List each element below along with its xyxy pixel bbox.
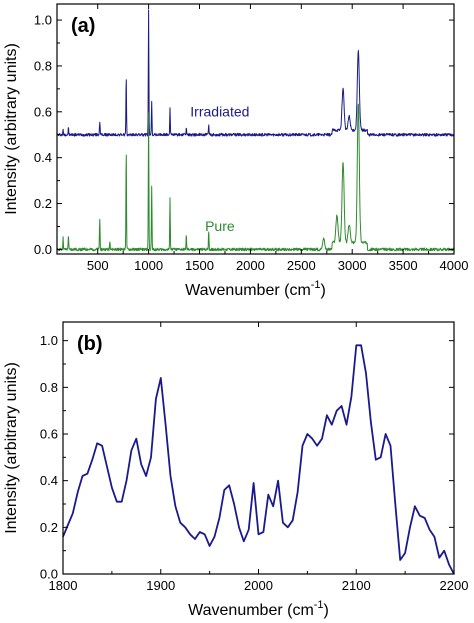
- y-tick-label-b: 0.4: [40, 473, 58, 488]
- x-tick-label-a: 500: [87, 258, 109, 273]
- y-tick-label-a: 0.2: [34, 196, 52, 211]
- x-tick-label-a: 2500: [287, 258, 316, 273]
- x-tick-label-a: 3500: [389, 258, 418, 273]
- y-axis-label-b: Intensity (arbitrary units): [3, 362, 20, 534]
- x-axis-label-a: Wavenumber (cm-1): [185, 279, 326, 299]
- y-tick-label-a: 0.0: [34, 242, 52, 257]
- panel-label-b: (b): [77, 333, 103, 355]
- x-tick-label-b: 2200: [440, 578, 469, 593]
- x-tick-label-b: 2000: [244, 578, 273, 593]
- x-tick-label-b: 1800: [49, 578, 78, 593]
- series-label-pure: Pure: [205, 218, 235, 234]
- plot-frame-a: [56, 3, 455, 255]
- x-tick-label-a: 3000: [338, 258, 367, 273]
- x-tick-label-a: 2000: [236, 258, 265, 273]
- series-line-a-2: [56, 103, 455, 252]
- y-tick-label-a: 0.6: [34, 104, 52, 119]
- x-tick-label-a: 1000: [134, 258, 163, 273]
- x-tick-label-b: 2100: [342, 578, 371, 593]
- x-axis-label-b: Wavenumber (cm-1): [188, 599, 329, 619]
- series-line-a-1: [56, 9, 455, 137]
- y-axis-label-a: Intensity (arbitrary units): [3, 43, 20, 215]
- x-tick-label-a: 4000: [440, 258, 469, 273]
- y-tick-label-a: 0.4: [34, 150, 52, 165]
- y-tick-label-b: 0.6: [40, 427, 58, 442]
- x-tick-label-b: 1900: [146, 578, 175, 593]
- x-tick-label-a: 1500: [185, 258, 214, 273]
- y-tick-label-b: 1.0: [40, 333, 58, 348]
- plot-frame-b: [62, 321, 455, 575]
- series-label-irradiated: Irradiated: [190, 103, 249, 119]
- panel-label-a: (a): [71, 15, 95, 37]
- y-tick-label-a: 0.8: [34, 58, 52, 73]
- series-line-b-1: [62, 344, 455, 575]
- y-tick-label-b: 0.2: [40, 520, 58, 535]
- y-tick-label-b: 0.0: [40, 567, 58, 582]
- y-tick-label-b: 0.8: [40, 380, 58, 395]
- y-tick-label-a: 1.0: [34, 13, 52, 28]
